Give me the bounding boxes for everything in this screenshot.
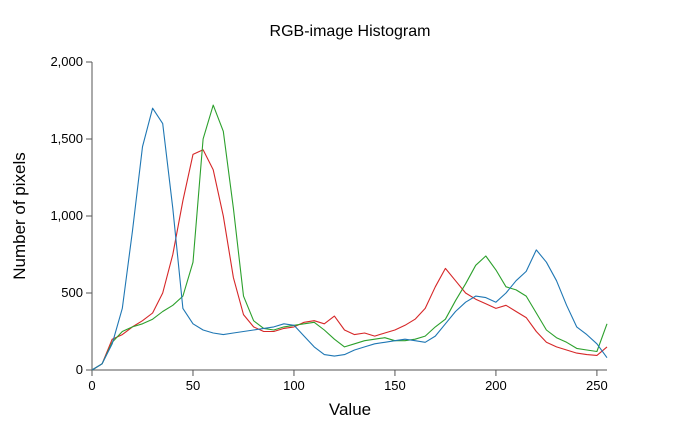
y-tick-label: 500 bbox=[61, 285, 83, 300]
chart-title: RGB-image Histogram bbox=[270, 23, 431, 40]
y-tick-label: 1,000 bbox=[50, 208, 83, 223]
x-tick-label: 0 bbox=[88, 378, 95, 393]
plot-lines bbox=[91, 104, 608, 371]
y-axis-title: Number of pixels bbox=[10, 152, 29, 280]
x-axis: 0 50 100 150 200 250 bbox=[88, 369, 608, 393]
green-series-line bbox=[91, 104, 608, 371]
x-tick-label: 100 bbox=[283, 378, 305, 393]
x-tick-label: 200 bbox=[485, 378, 507, 393]
y-axis: 0 500 1,000 1,500 2,000 bbox=[50, 54, 93, 377]
x-axis-title: Value bbox=[329, 400, 371, 419]
y-tick-label: 2,000 bbox=[50, 54, 83, 69]
x-tick-label: 250 bbox=[586, 378, 608, 393]
y-tick-label: 0 bbox=[76, 362, 83, 377]
y-tick-label: 1,500 bbox=[50, 131, 83, 146]
blue-series-line bbox=[91, 107, 608, 371]
red-series-line bbox=[91, 149, 608, 371]
x-tick-label: 150 bbox=[384, 378, 406, 393]
x-tick-label: 50 bbox=[186, 378, 200, 393]
